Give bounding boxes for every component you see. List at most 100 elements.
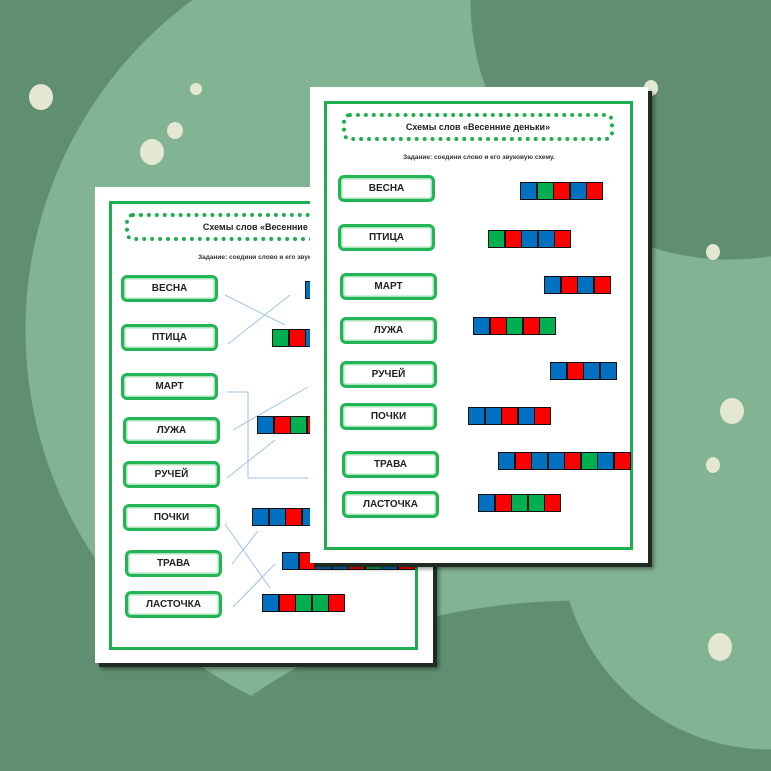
sound-scheme (550, 362, 617, 380)
connection-line (232, 386, 309, 431)
sound-cell (469, 408, 484, 424)
sound-cell (570, 183, 586, 199)
sound-cell (329, 595, 344, 611)
sound-cell (490, 318, 506, 334)
sound-cell (263, 595, 278, 611)
sound-scheme (544, 276, 611, 294)
decor-dot (167, 122, 183, 139)
connection-line (226, 439, 276, 479)
sound-cell (535, 408, 550, 424)
word-card: ЛАСТОЧКА (342, 491, 439, 518)
word-card: ПТИЦА (338, 224, 435, 251)
connection-line (224, 523, 271, 589)
sound-cell (507, 318, 522, 334)
sound-cell (274, 417, 290, 433)
connection-line (227, 294, 291, 345)
worksheet-task: Задание: соедини слово и его звуковую сх… (403, 154, 555, 161)
sound-cell (258, 417, 273, 433)
sound-cell (521, 183, 536, 199)
sound-cell (587, 183, 602, 199)
word-card: РУЧЕЙ (123, 461, 220, 488)
sound-scheme (498, 452, 631, 470)
word-card: ТРАВА (125, 550, 222, 577)
sound-cell (485, 408, 501, 424)
decor-dot (190, 83, 202, 95)
decor-dot (706, 244, 720, 260)
sound-cell (538, 231, 554, 247)
sound-cell (289, 330, 305, 346)
word-card: ПОЧКИ (340, 403, 437, 430)
sound-cell (495, 495, 511, 511)
sound-cell (600, 363, 616, 379)
sound-cell (551, 363, 566, 379)
sound-cell (512, 495, 527, 511)
sound-cell (518, 408, 534, 424)
sound-scheme (488, 230, 571, 248)
connection-line (224, 294, 286, 326)
sound-cell (598, 453, 613, 469)
decor-dot (140, 139, 164, 165)
sound-cell (578, 277, 593, 293)
word-card: ЛАСТОЧКА (125, 591, 222, 618)
sound-cell (269, 509, 285, 525)
sound-cell (545, 495, 560, 511)
connection-line (232, 563, 276, 608)
sound-cell (253, 509, 268, 525)
sound-scheme (520, 182, 603, 200)
connection-line (227, 391, 308, 479)
word-card: ВЕСНА (338, 175, 435, 202)
sound-cell (565, 453, 580, 469)
sound-cell (554, 183, 569, 199)
sound-cell (505, 231, 521, 247)
word-card: ЛУЖА (123, 417, 220, 444)
sound-cell (548, 453, 564, 469)
sound-cell (286, 509, 301, 525)
sound-cell (522, 231, 537, 247)
sound-cell (523, 318, 539, 334)
sound-cell (312, 595, 328, 611)
worksheet-title: Схемы слов «Весенние деньки» (342, 113, 614, 141)
sound-scheme (468, 407, 551, 425)
sound-cell (291, 417, 306, 433)
sound-scheme (473, 317, 556, 335)
sound-cell (567, 363, 583, 379)
word-card: ПТИЦА (121, 324, 218, 351)
decor-dot (708, 633, 732, 661)
word-card: МАРТ (121, 373, 218, 400)
word-card: ПОЧКИ (123, 504, 220, 531)
sound-scheme (478, 494, 561, 512)
sound-cell (279, 595, 295, 611)
decor-dot (29, 84, 53, 110)
sound-cell (537, 183, 553, 199)
worksheet-front: Схемы слов «Весенние деньки» Задание: со… (310, 87, 648, 563)
sound-cell (515, 453, 531, 469)
sound-cell (296, 595, 311, 611)
connection-lines (224, 294, 309, 608)
sound-cell (499, 453, 514, 469)
sound-cell (489, 231, 504, 247)
sound-cell (479, 495, 494, 511)
worksheet-task: Задание: соедини слово и его звуковую сх… (198, 254, 350, 261)
sound-cell (273, 330, 288, 346)
word-card: ЛУЖА (340, 317, 437, 344)
sound-cell (581, 453, 597, 469)
sound-cell (532, 453, 547, 469)
sound-cell (540, 318, 555, 334)
word-card: ВЕСНА (121, 275, 218, 302)
sound-cell (545, 277, 560, 293)
sound-cell (474, 318, 489, 334)
word-card: ТРАВА (342, 451, 439, 478)
decor-dot (720, 398, 744, 424)
sound-cell (594, 277, 610, 293)
connection-line (231, 530, 259, 565)
worksheet-frame (324, 101, 633, 550)
word-card: РУЧЕЙ (340, 361, 437, 388)
sound-cell (584, 363, 599, 379)
sound-cell (561, 277, 577, 293)
sound-scheme (262, 594, 345, 612)
sound-cell (283, 553, 298, 569)
sound-cell (614, 453, 630, 469)
sound-cell (555, 231, 570, 247)
sound-cell (528, 495, 544, 511)
decor-dot (706, 457, 720, 473)
